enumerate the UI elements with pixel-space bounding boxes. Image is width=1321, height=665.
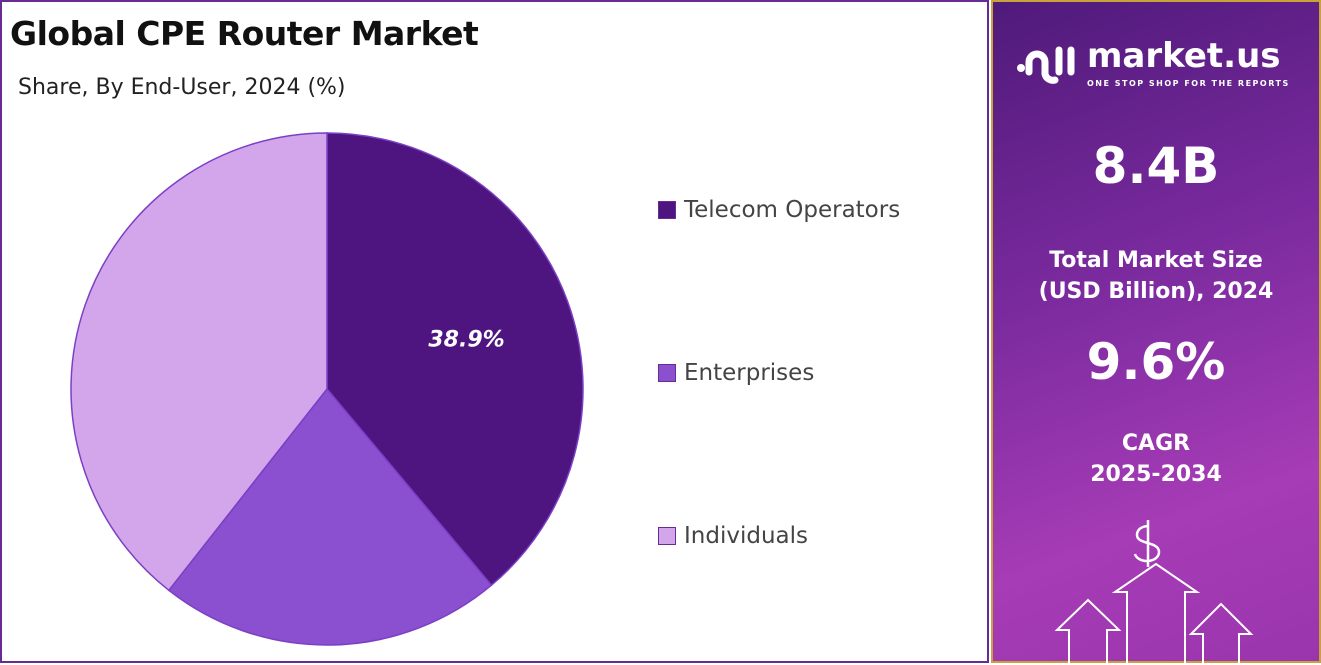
cagr-value: 9.6% bbox=[1086, 333, 1226, 391]
legend-label: Telecom Operators bbox=[684, 197, 901, 223]
logo-tagline: ONE STOP SHOP FOR THE REPORTS bbox=[1087, 79, 1290, 88]
legend-swatch bbox=[658, 201, 676, 219]
pie-slice-telecom-operators bbox=[326, 132, 584, 587]
pie-slice-enterprises bbox=[167, 387, 493, 646]
pie-chart: 38.9% bbox=[70, 132, 584, 646]
legend-swatch bbox=[658, 364, 676, 382]
growth-arrows-icon bbox=[1054, 520, 1254, 665]
legend-item-individuals: Individuals bbox=[658, 522, 808, 550]
logo-icon bbox=[1017, 46, 1075, 84]
legend-item-enterprises: Enterprises bbox=[658, 359, 814, 387]
legend-label: Individuals bbox=[684, 523, 808, 549]
data-label: 38.9% bbox=[428, 327, 504, 352]
logo: market.us ONE STOP SHOP FOR THE REPORTS bbox=[1013, 36, 1290, 90]
info-panel: market.us ONE STOP SHOP FOR THE REPORTS … bbox=[991, 0, 1321, 665]
market-size-label-2: (USD Billion), 2024 bbox=[1038, 279, 1274, 304]
pie-slice-individuals bbox=[70, 132, 328, 592]
legend-item-telecom-operators: Telecom Operators bbox=[658, 196, 900, 224]
legend-label: Enterprises bbox=[684, 360, 815, 386]
market-size-value: 8.4B bbox=[1092, 137, 1220, 195]
logo-name: market.us bbox=[1087, 36, 1281, 76]
chart-subtitle: Share, By End-User, 2024 (%) bbox=[18, 75, 346, 100]
market-size-label-1: Total Market Size bbox=[1049, 248, 1263, 273]
cagr-label-2: 2025-2034 bbox=[1090, 462, 1222, 487]
chart-title: Global CPE Router Market bbox=[10, 14, 479, 53]
chart-area: Global CPE Router Market Share, By End-U… bbox=[0, 0, 989, 663]
cagr-label-1: CAGR bbox=[1121, 431, 1191, 456]
legend-swatch bbox=[658, 527, 676, 545]
dollar-icon bbox=[1133, 520, 1161, 567]
